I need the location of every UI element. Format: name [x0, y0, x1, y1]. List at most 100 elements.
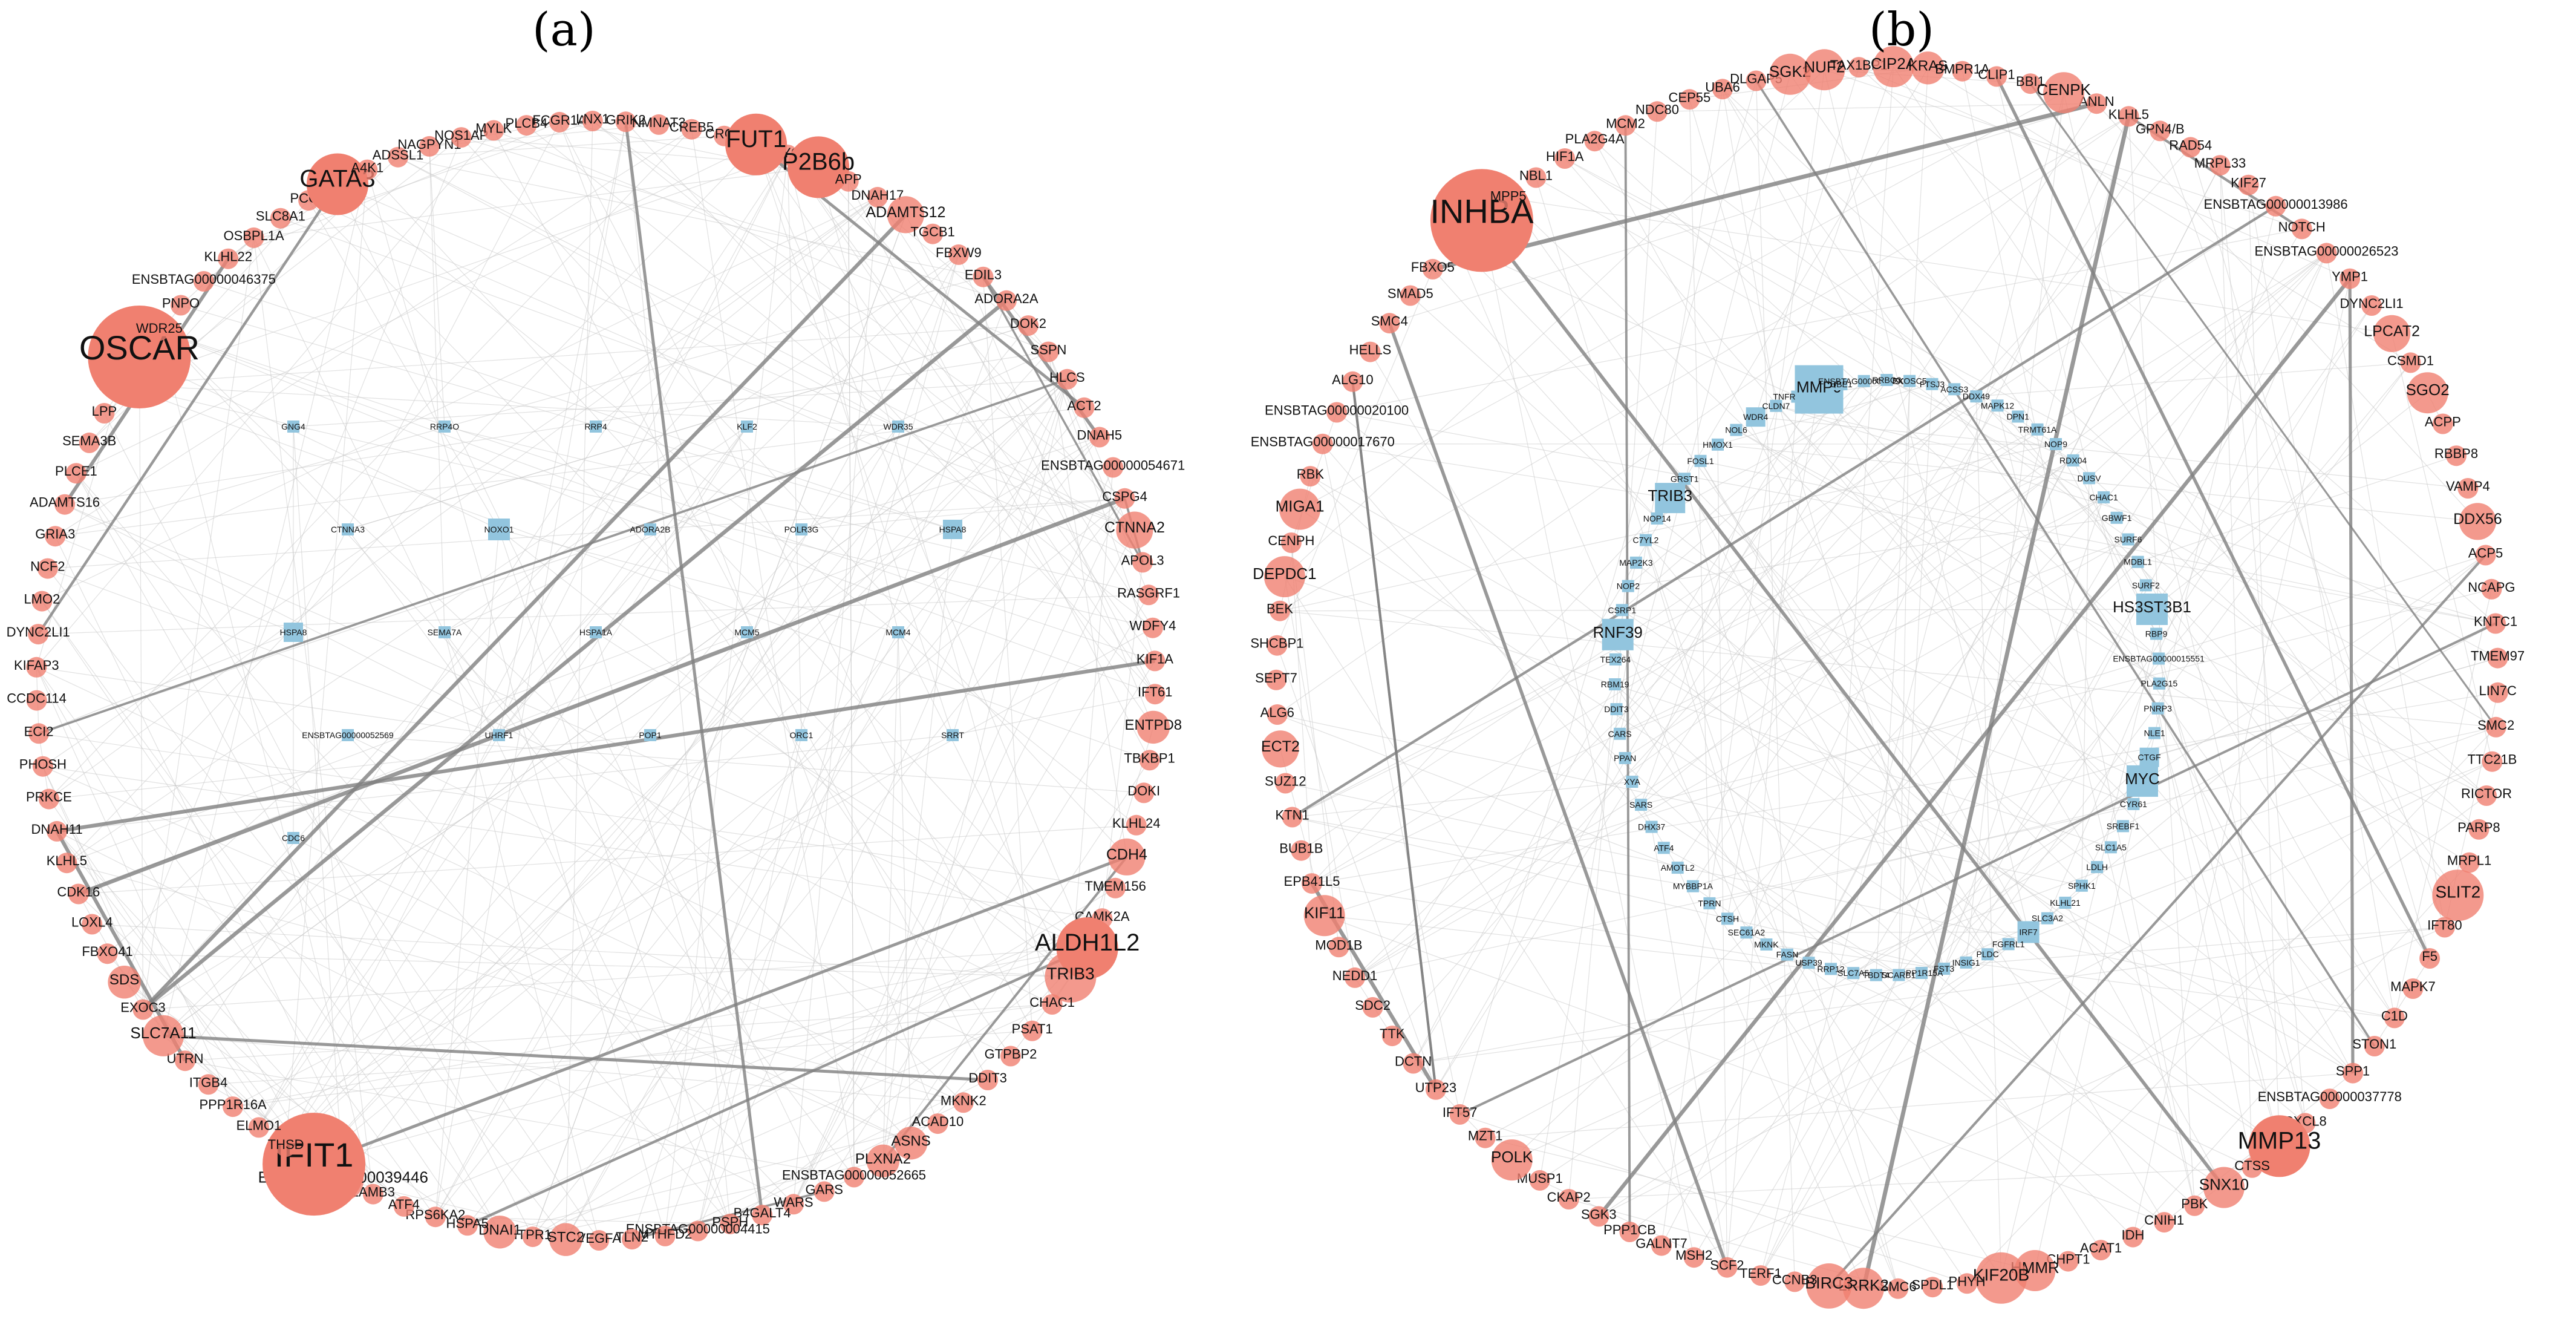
node-label: WDFY4: [1129, 618, 1176, 633]
node-label: CARS: [1608, 729, 1632, 739]
edge: [1280, 609, 2152, 611]
node-label: OSBPL1A: [223, 228, 284, 243]
node-label: HELLS: [1349, 342, 1392, 358]
node-label: SEMA3B: [62, 433, 116, 448]
node-label: NLE1: [2144, 728, 2165, 738]
node-label: PPP1CB: [1603, 1222, 1656, 1237]
edge: [1293, 782, 1632, 817]
node-label: FBXO5: [1411, 260, 1455, 275]
panel-label-b: (b): [1869, 2, 1934, 56]
node-label: LIN7C: [2479, 683, 2517, 698]
node-label: DPN1: [2007, 412, 2030, 422]
node-label: MYC: [2125, 770, 2160, 788]
node-label: MAPK7: [2390, 979, 2436, 994]
node-label: LOXL4: [71, 915, 113, 930]
node-label: CTNNA3: [331, 525, 365, 534]
edge: [1641, 589, 2491, 805]
node-label: NBL1: [1519, 168, 1553, 183]
edge: [983, 277, 1032, 1031]
edge: [1761, 585, 2146, 1275]
node-label: SURF6: [2115, 535, 2142, 545]
node-label: MMP13: [2238, 1127, 2321, 1154]
node-label: GNG4: [281, 422, 305, 431]
node-label: HSPA1A: [579, 627, 613, 637]
node-label: WDR4: [1743, 412, 1768, 422]
node-label: FBXO41: [82, 944, 132, 959]
node-label: TBKBP1: [1124, 750, 1175, 765]
node-label: ENSBTAG00000052569: [302, 730, 394, 740]
edge: [1899, 362, 2410, 975]
edge: [259, 155, 787, 1127]
node-label: APP: [835, 172, 862, 187]
node-label: RBM19: [1601, 679, 1629, 689]
node-label: SLC1A5: [2095, 842, 2127, 852]
node-label: MCM2: [1606, 116, 1645, 131]
edge: [1727, 390, 1819, 919]
edge: [1693, 405, 1998, 886]
edge: [233, 948, 1087, 1107]
node-label: KNTC1: [2474, 614, 2517, 629]
edge-strong: [2350, 279, 2353, 1073]
node-label: ENSBTAG00000037778: [2258, 1089, 2402, 1104]
node-label: SLC7A11: [130, 1024, 196, 1042]
node-label: MYBBP1A: [1673, 882, 1714, 891]
node-label: SHCBP1: [1250, 636, 1303, 651]
node-label: RASGRF1: [1117, 585, 1180, 600]
node-label: RRP4O: [430, 422, 459, 431]
node-label: WDR25: [136, 321, 183, 336]
node-label: SEMA7A: [428, 627, 462, 637]
node-label: IFT57: [1443, 1105, 1477, 1120]
edge: [2047, 253, 2327, 918]
edge: [1641, 805, 2224, 1188]
node-label: ALG10: [1332, 372, 1374, 387]
edge: [1909, 381, 2486, 796]
node-label: PRKCE: [26, 790, 72, 805]
node-label: TMEM97: [2471, 649, 2525, 664]
node-label: CNIH1: [2144, 1213, 2184, 1228]
node-label: NCF2: [30, 559, 65, 574]
node-label: HS3ST3B1: [2113, 598, 2191, 616]
node-label: CKAP2: [1547, 1190, 1591, 1205]
edge: [314, 352, 1048, 1165]
edge: [1853, 624, 2496, 974]
node-label: PSAT1: [1012, 1021, 1053, 1036]
node-label: TPRN: [1698, 898, 1721, 908]
edge: [1456, 244, 2082, 886]
node-label: CEP55: [1669, 90, 1711, 105]
node-label: DDIT3: [1604, 704, 1629, 714]
node-label: MPP5: [1490, 189, 1527, 204]
node-label: PNRP3: [2144, 704, 2172, 713]
node-label: STC2: [547, 1229, 584, 1246]
node-label: KIF11: [1304, 903, 1345, 921]
node-label: CLDN7: [1762, 401, 1790, 411]
edge: [1899, 116, 2128, 975]
node-label: CLIP1: [1978, 67, 2015, 82]
node-label: MDBL1: [2124, 557, 2152, 567]
edge: [1646, 540, 1898, 1289]
node-label: SGK3: [1581, 1206, 1617, 1222]
edge: [163, 379, 1067, 1036]
edge: [1310, 476, 2353, 1073]
node-label: GALNT7: [1635, 1236, 1687, 1251]
edge: [2220, 165, 2306, 1123]
node-label: PNPO: [162, 296, 200, 311]
node-label: ENSBTAG00000013986: [2204, 197, 2348, 212]
node-label: SPHK1: [2068, 881, 2096, 891]
node-label: APOL3: [1121, 552, 1164, 568]
node-label: ALG6: [1260, 705, 1294, 720]
edge: [308, 200, 1071, 977]
node-label: ENSBTAG00000052665: [782, 1168, 926, 1183]
edge: [1433, 269, 1657, 519]
node-label: MRPL33: [2194, 155, 2246, 171]
node-label: NOP14: [1643, 514, 1671, 523]
node-label: DOK2: [1010, 316, 1046, 331]
panel-label-a: (a): [532, 2, 596, 56]
edge: [1293, 817, 1945, 969]
node-label: FTSJ3: [1920, 379, 1945, 389]
edge: [1622, 610, 2330, 1099]
node-label: ACAD10: [912, 1114, 964, 1129]
node-label: MAP2K3: [1619, 558, 1652, 568]
edge: [818, 167, 1135, 530]
node-label: LPP: [92, 404, 117, 419]
edge: [308, 200, 1143, 562]
